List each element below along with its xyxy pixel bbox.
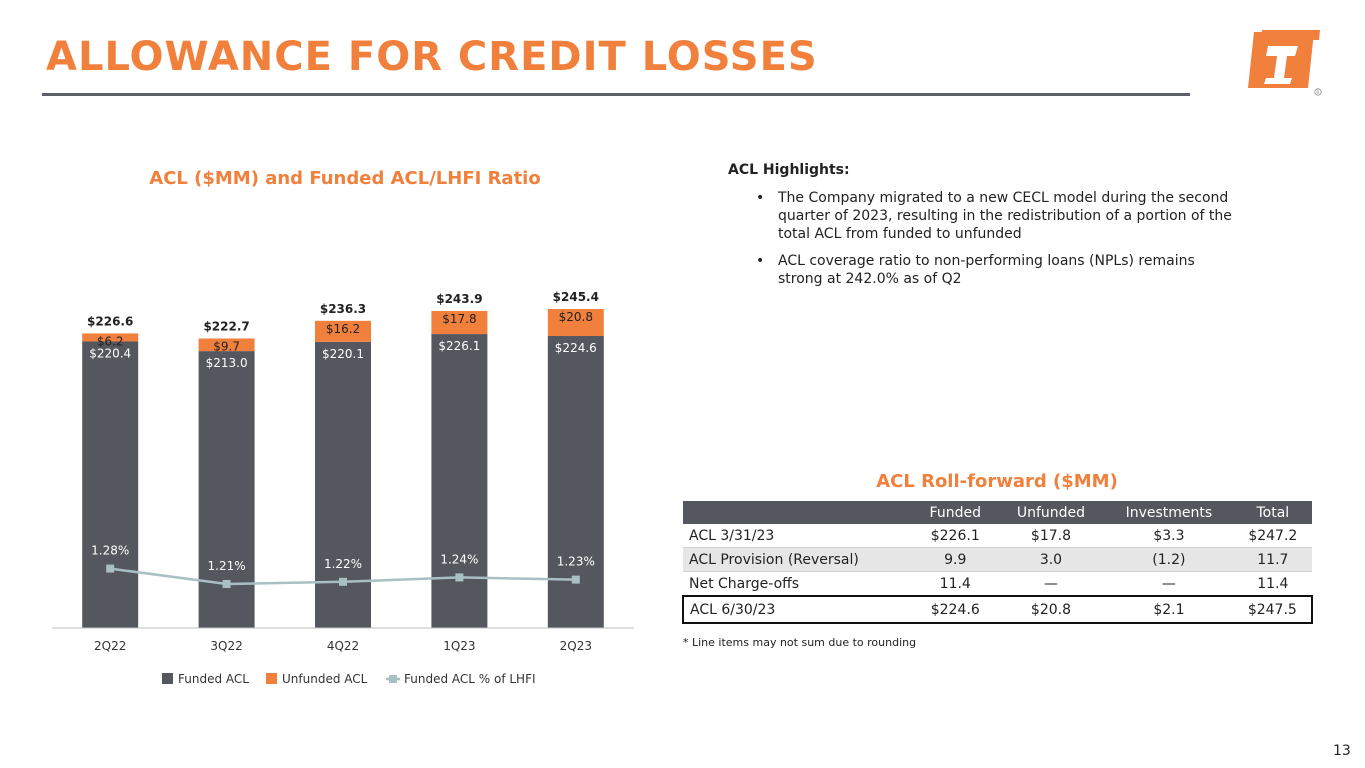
unfunded-data-label: $9.7	[213, 339, 240, 353]
ratio-point	[222, 580, 231, 588]
ratio-point	[106, 564, 115, 573]
rollforward-table: Funded Unfunded Investments Total ACL 3/…	[682, 501, 1314, 624]
unfunded-data-label: $16.2	[326, 322, 360, 336]
legend-label: Funded ACL % of LHFI	[404, 672, 536, 686]
x-tick-label: 2Q22	[94, 639, 126, 653]
table-cell: $247.5	[1233, 595, 1314, 624]
highlight-item: • The Company migrated to a new CECL mod…	[756, 189, 1236, 243]
legend-label: Funded ACL	[178, 672, 249, 686]
chart-title: ACL ($MM) and Funded ACL/LHFI Ratio	[149, 168, 541, 189]
legend-marker	[389, 675, 397, 683]
title-divider	[42, 93, 1190, 96]
total-data-label: $245.4	[553, 290, 599, 304]
table-cell: $2.1	[1104, 595, 1234, 624]
total-data-label: $226.6	[87, 314, 133, 328]
highlights-heading: ACL Highlights:	[728, 162, 850, 178]
ratio-data-label: 1.23%	[557, 555, 595, 569]
bullet-glyph: •	[756, 190, 765, 206]
ratio-data-label: 1.22%	[324, 557, 362, 571]
table-cell: $226.1	[912, 524, 998, 548]
column-header	[683, 501, 913, 524]
unfunded-data-label: $6.2	[97, 334, 124, 348]
table-row: Net Charge-offs 11.4 — — 11.4	[683, 571, 1312, 597]
highlight-text: The Company migrated to a new CECL model…	[778, 190, 1232, 242]
bar-unfunded	[431, 310, 488, 335]
total-data-label: $236.3	[320, 302, 366, 316]
funded-data-label: $226.1	[438, 339, 480, 353]
table-cell: 9.9	[912, 547, 998, 572]
table-cell: $17.8	[997, 524, 1105, 548]
legend-swatch	[162, 673, 173, 684]
total-data-label: $222.7	[203, 319, 249, 333]
funded-data-label: $220.1	[322, 347, 364, 361]
ratio-data-label: 1.28%	[91, 544, 129, 558]
legend-label: Unfunded ACL	[282, 672, 368, 686]
table-cell: (1.2)	[1104, 547, 1234, 572]
table-cell: 11.7	[1233, 547, 1312, 572]
table-row: ACL Provision (Reversal) 9.9 3.0 (1.2) 1…	[683, 547, 1312, 572]
page-number: 13	[1333, 743, 1351, 759]
ratio-data-label: 1.21%	[208, 559, 246, 573]
table-cell: —	[997, 571, 1105, 597]
bullet-glyph: •	[756, 253, 765, 269]
unfunded-data-label: $20.8	[559, 310, 593, 324]
table-cell: $224.6	[912, 595, 998, 624]
table-cell: 11.4	[912, 571, 998, 597]
bar-funded	[431, 334, 488, 628]
table-header-row: Funded Unfunded Investments Total	[683, 501, 1312, 524]
column-header: Total	[1233, 501, 1312, 524]
column-header: Unfunded	[997, 501, 1105, 524]
ratio-point	[455, 573, 464, 582]
table-cell: $20.8	[997, 595, 1105, 624]
acl-chart: $220.4$6.2 $226.6 2Q22 $213.0 $9.7 $222.7 3Q22…	[52, 290, 634, 686]
table-row: ACL 3/31/23 $226.1 $17.8 $3.3 $247.2	[683, 524, 1312, 548]
company-logo: R	[1248, 30, 1322, 96]
column-header: Funded	[912, 501, 998, 524]
unfunded-data-label: $17.8	[442, 312, 476, 326]
funded-data-label: $213.0	[206, 356, 248, 370]
bar-funded	[547, 336, 604, 628]
footnote: * Line items may not sum due to rounding	[683, 636, 917, 649]
legend-swatch	[266, 673, 277, 684]
row-label: ACL 6/30/23	[682, 595, 913, 624]
bar-unfunded	[198, 338, 255, 352]
x-tick-label: 4Q22	[327, 639, 359, 653]
table-row-total: ACL 6/30/23 $224.6 $20.8 $2.1 $247.5	[682, 595, 1314, 624]
funded-data-label: $220.4	[89, 346, 131, 360]
table-cell: $247.2	[1233, 524, 1312, 548]
table-cell: —	[1104, 571, 1234, 597]
bar-unfunded	[547, 308, 604, 337]
total-data-label: $243.9	[436, 292, 482, 306]
funded-data-label: $224.6	[555, 341, 597, 355]
table-cell: 11.4	[1233, 571, 1312, 597]
page-title: ALLOWANCE FOR CREDIT LOSSES	[46, 34, 818, 80]
x-tick-label: 3Q22	[210, 639, 242, 653]
table-cell: $3.3	[1104, 524, 1234, 548]
ratio-data-label: 1.24%	[440, 552, 478, 566]
highlight-text: ACL coverage ratio to non-performing loa…	[778, 253, 1195, 287]
highlight-item: • ACL coverage ratio to non-performing l…	[756, 252, 1236, 288]
svg-text:R: R	[1316, 90, 1319, 96]
column-header: Investments	[1104, 501, 1234, 524]
table-cell: 3.0	[997, 547, 1105, 572]
bar-unfunded	[315, 320, 371, 342]
highlights-list: • The Company migrated to a new CECL mod…	[756, 189, 1236, 297]
bar-funded	[82, 341, 139, 628]
x-tick-label: 2Q23	[560, 639, 592, 653]
row-label: ACL Provision (Reversal)	[683, 547, 913, 572]
row-label: Net Charge-offs	[683, 571, 913, 597]
row-label: ACL 3/31/23	[683, 524, 913, 548]
ratio-point	[339, 577, 347, 586]
ratio-point	[571, 575, 580, 584]
rollforward-title: ACL Roll-forward ($MM)	[876, 471, 1118, 492]
bar-unfunded	[82, 333, 139, 342]
x-tick-label: 1Q23	[443, 639, 475, 653]
